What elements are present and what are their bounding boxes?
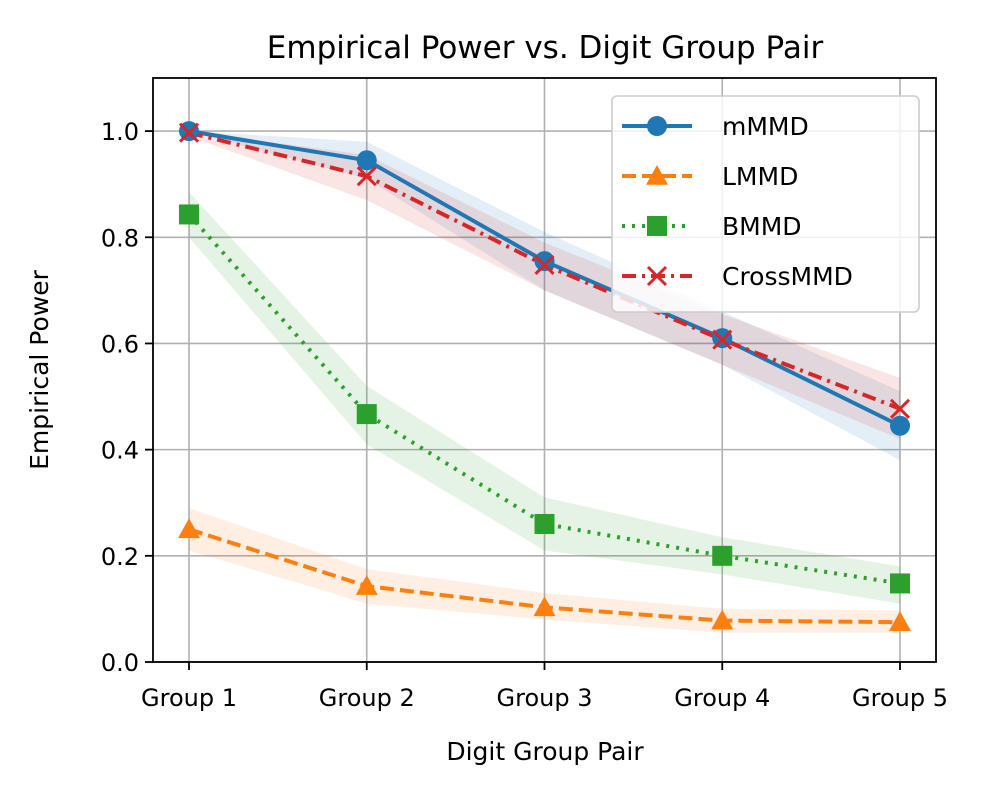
x-tick-label: Group 5 — [852, 684, 948, 712]
x-tick-label: Group 1 — [141, 684, 237, 712]
legend-box — [611, 95, 920, 313]
crossmmd-confidence-band — [189, 131, 900, 440]
bmmd-point — [712, 545, 733, 566]
lmmd-confidence-band — [189, 508, 900, 633]
y-tick-label: 0.2 — [101, 543, 139, 571]
y-tick-label: 0.0 — [101, 649, 139, 677]
lmmd-point — [711, 609, 734, 630]
y-tick-label: 0.8 — [101, 224, 139, 252]
x-tick-label: Group 3 — [497, 684, 593, 712]
legend-label-mmmd: mMMD — [722, 112, 809, 141]
y-axis-label: Empirical Power — [25, 269, 54, 469]
crossmmd-point — [889, 398, 911, 419]
crossmmd-point — [356, 166, 377, 187]
bmmd-point — [534, 513, 555, 534]
x-tick-label: Group 2 — [319, 684, 415, 712]
bmmd-point — [179, 204, 199, 225]
bmmd-point — [356, 404, 377, 425]
lmmd-point — [533, 596, 556, 617]
legend-label-bmmd: BMMD — [722, 212, 802, 241]
chart-title: Empirical Power vs. Digit Group Pair — [267, 30, 824, 66]
legend-label-lmmd: LMMD — [722, 162, 798, 191]
mmmd-point — [356, 150, 377, 171]
mmmd-point — [890, 415, 910, 436]
legend-marker-bmmd — [647, 216, 667, 236]
y-tick-label: 0.4 — [101, 437, 139, 465]
x-axis-label: Digit Group Pair — [446, 737, 644, 766]
lmmd-point — [889, 611, 911, 631]
legend-marker-crossmmd — [646, 265, 668, 287]
legend-marker-mmmd — [647, 116, 667, 136]
bmmd-point — [890, 573, 910, 594]
crossmmd-point — [178, 122, 200, 143]
axis-ticks: Group 1 Group 2 Group 3 Group 4 Group 5 0.0 0.… — [101, 118, 948, 712]
legend-label-crossmmd: CrossMMD — [722, 262, 853, 291]
lmmd-point — [355, 575, 378, 595]
lmmd-point — [178, 518, 200, 539]
x-tick-label: Group 4 — [674, 684, 770, 712]
mmmd-point — [534, 251, 555, 272]
crossmmd-point — [712, 329, 733, 350]
y-tick-label: 0.6 — [101, 330, 139, 358]
series-markers — [178, 121, 911, 631]
crossmmd-point — [534, 254, 555, 275]
legend-marker-lmmd — [646, 165, 668, 185]
y-tick-label: 1.0 — [101, 118, 139, 146]
legend: mMMD LMMD BMMD CrossMMD — [611, 95, 920, 313]
